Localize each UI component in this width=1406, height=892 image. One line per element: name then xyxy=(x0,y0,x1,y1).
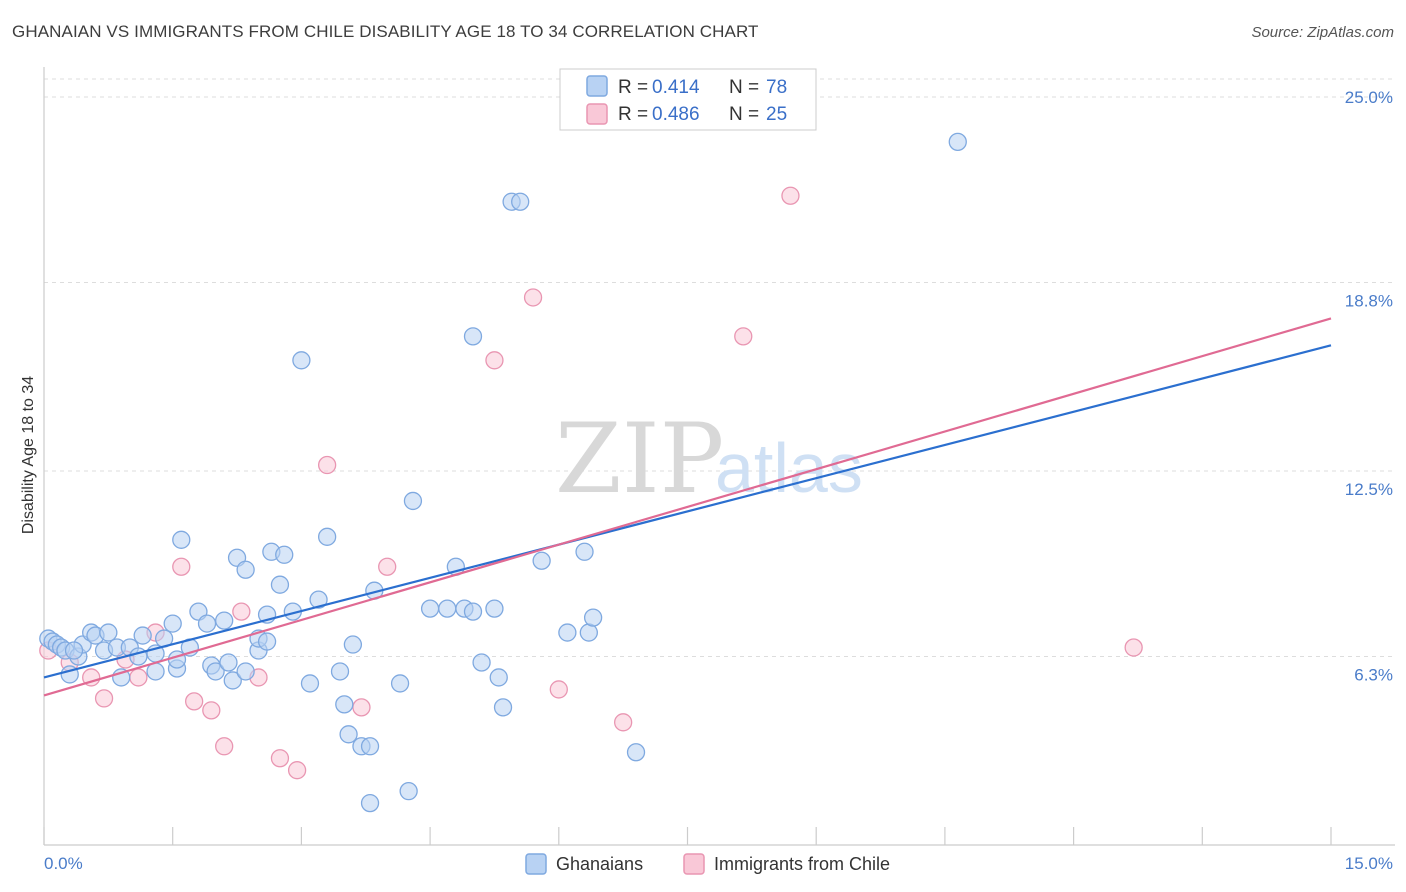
point-ghanaians xyxy=(197,614,217,633)
point-ghanaians xyxy=(219,653,238,672)
bottom-legend-label-ghanaians: Ghanaians xyxy=(556,854,643,874)
point-chile xyxy=(129,668,148,687)
point-ghanaians xyxy=(292,351,311,370)
trend-layer xyxy=(43,317,1332,697)
point-chile xyxy=(94,689,114,708)
x-tick-label: 0.0% xyxy=(44,854,83,873)
legend-r-value-1: 0.414 xyxy=(652,77,700,98)
source-label: Source: ZipAtlas.com xyxy=(1251,24,1394,41)
y-tick-label: 25.0% xyxy=(1345,88,1393,107)
point-ghanaians xyxy=(511,192,530,211)
bottom-legend-swatch-chile xyxy=(683,853,705,875)
point-ghanaians xyxy=(583,608,603,627)
point-chile xyxy=(781,186,800,205)
point-ghanaians xyxy=(64,641,84,660)
y-axis-label: Disability Age 18 to 34 xyxy=(20,376,37,534)
point-ghanaians xyxy=(206,662,225,681)
point-ghanaians xyxy=(236,560,255,579)
point-ghanaians xyxy=(270,575,290,594)
point-chile xyxy=(317,455,337,475)
y-tick-label: 12.5% xyxy=(1345,480,1393,499)
y-tick-label: 18.8% xyxy=(1345,292,1393,311)
axis-layer: 6.3% 12.5% 18.8% 25.0% 0.0% 15.0% xyxy=(43,67,1395,873)
point-ghanaians xyxy=(360,793,380,813)
point-chile xyxy=(202,701,221,720)
point-ghanaians xyxy=(339,725,358,744)
point-ghanaians xyxy=(472,653,491,672)
legend-swatch-chile xyxy=(586,103,608,125)
point-ghanaians xyxy=(223,671,242,690)
point-chile xyxy=(614,713,633,732)
point-chile xyxy=(485,351,504,370)
point-ghanaians xyxy=(485,599,504,618)
point-chile xyxy=(184,692,204,711)
legend-n-value-2: 25 xyxy=(766,104,787,125)
point-ghanaians xyxy=(626,743,646,762)
point-ghanaians xyxy=(399,781,418,801)
chart-title: GHANAIAN VS IMMIGRANTS FROM CHILE DISABI… xyxy=(12,22,759,41)
point-chile xyxy=(172,557,191,576)
point-ghanaians xyxy=(390,674,410,693)
point-ghanaians xyxy=(463,602,483,621)
points-layer xyxy=(39,132,1143,813)
point-chile xyxy=(287,761,307,780)
point-ghanaians xyxy=(420,599,440,618)
legend-swatch-ghanaians xyxy=(586,75,608,97)
point-ghanaians xyxy=(167,650,187,669)
point-ghanaians xyxy=(309,590,328,609)
watermark: ZIP atlas xyxy=(555,403,863,515)
point-ghanaians xyxy=(493,698,513,717)
point-chile xyxy=(215,737,234,756)
point-ghanaians xyxy=(948,132,967,152)
legend-n-value-1: 78 xyxy=(766,77,787,98)
point-chile xyxy=(352,698,371,717)
bottom-legend: Ghanaians Immigrants from Chile xyxy=(525,853,890,875)
legend-r-value-2: 0.486 xyxy=(652,104,700,125)
point-ghanaians xyxy=(133,626,152,645)
y-tick-label: 6.3% xyxy=(1354,666,1393,685)
point-ghanaians xyxy=(558,623,577,642)
point-ghanaians xyxy=(163,614,182,633)
point-ghanaians xyxy=(172,530,191,549)
point-ghanaians xyxy=(532,551,551,570)
point-chile xyxy=(734,327,753,346)
point-ghanaians xyxy=(343,635,363,654)
point-ghanaians xyxy=(257,632,277,651)
point-chile xyxy=(549,680,568,699)
trend-line-ghanaians xyxy=(43,344,1332,679)
top-legend: R = 0.414 N = 78 R = 0.486 N = 25 xyxy=(559,68,817,131)
point-ghanaians xyxy=(575,542,594,561)
watermark-atlas: atlas xyxy=(715,429,863,507)
point-ghanaians xyxy=(335,695,354,714)
trend-line-chile xyxy=(43,317,1332,697)
point-ghanaians xyxy=(99,623,118,642)
point-chile xyxy=(378,557,397,576)
legend-r-label-1: R = xyxy=(618,77,648,98)
x-tick-label: 15.0% xyxy=(1345,854,1393,873)
point-ghanaians xyxy=(317,527,337,546)
point-ghanaians xyxy=(330,662,350,681)
point-ghanaians xyxy=(489,668,508,687)
point-ghanaians xyxy=(300,674,320,693)
point-ghanaians xyxy=(360,737,380,756)
point-chile xyxy=(232,602,251,621)
point-chile xyxy=(1124,638,1143,657)
legend-r-label-2: R = xyxy=(618,104,648,125)
point-chile xyxy=(270,749,290,768)
point-ghanaians xyxy=(236,662,255,681)
point-ghanaians xyxy=(438,599,457,618)
watermark-zip: ZIP xyxy=(555,403,724,515)
point-chile xyxy=(523,288,543,307)
bottom-legend-label-chile: Immigrants from Chile xyxy=(714,854,890,874)
point-ghanaians xyxy=(215,611,234,630)
legend-n-label-1: N = xyxy=(729,77,759,98)
point-ghanaians xyxy=(579,623,598,642)
point-ghanaians xyxy=(463,327,483,346)
bottom-legend-swatch-ghanaians xyxy=(525,853,547,875)
point-ghanaians xyxy=(275,545,294,564)
point-ghanaians xyxy=(403,491,423,511)
legend-n-label-2: N = xyxy=(729,104,759,125)
